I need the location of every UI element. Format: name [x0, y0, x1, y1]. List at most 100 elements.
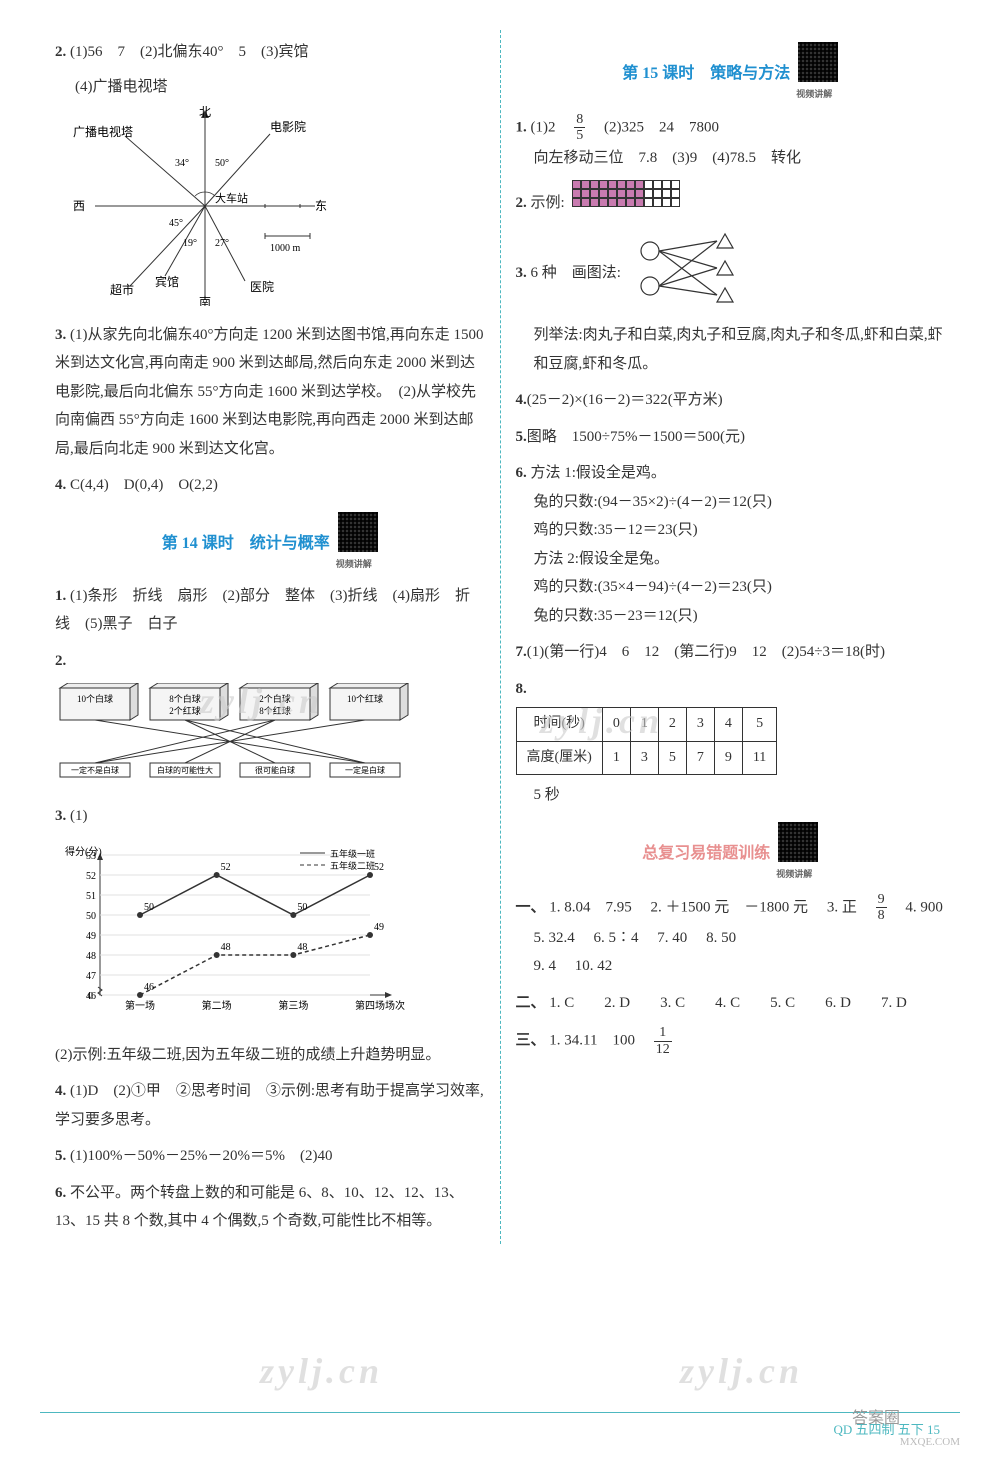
svg-text:一定是白球: 一定是白球 [345, 765, 385, 775]
l15q1-num: 1. [516, 119, 527, 135]
watermark: zylj.cn [680, 1350, 803, 1392]
l14q4-text: (1)D (2)①甲 ②思考时间 ③示例:思考有助于提高学习效率,学习要多思考。 [55, 1083, 484, 1128]
compass-movie: 电影院 [270, 120, 306, 134]
sec1: 一、 1. 8.04 7.95 2. ＋1500 元 －1800 元 3. 正 … [516, 892, 946, 981]
svg-text:49: 49 [86, 931, 96, 942]
l15q2-label: 示例: [531, 195, 565, 211]
compass-n: 北 [199, 106, 211, 119]
svg-text:48: 48 [221, 942, 231, 953]
answer-mark: 答案圈 [852, 1404, 900, 1428]
svg-text:很可能白球: 很可能白球 [255, 765, 295, 775]
qr-label: 视频讲解 [330, 557, 378, 570]
svg-text:50: 50 [144, 902, 154, 913]
svg-text:白球的可能性大: 白球的可能性大 [157, 765, 213, 775]
compass-hotel: 宾馆 [155, 274, 179, 289]
svg-text:第二场: 第二场 [202, 999, 232, 1012]
l15q3: 3. 6 种 画图法: [516, 226, 946, 379]
q3-text: (1)从家先向北偏东40°方向走 1200 米到达图书馆,再向东走 1500 米… [55, 327, 484, 457]
q2-p4-label: (4)广播电视塔 [75, 79, 168, 95]
svg-text:52: 52 [221, 862, 231, 873]
svg-text:五年级二班: 五年级二班 [330, 860, 375, 871]
compass-scale: 1000 m [270, 243, 301, 254]
q2-num: 2. [55, 44, 66, 60]
lesson14-title-text: 第 14 课时 统计与概率 [162, 529, 330, 553]
svg-text:47: 47 [86, 971, 96, 982]
l14q3-chart: 4647484950515253第一场第二场第三场第四场场次得分(分)50525… [55, 840, 415, 1020]
l15q4: 4.(25－2)×(16－2)＝322(平方米) [516, 386, 946, 415]
qr-icon [338, 512, 378, 552]
l15q1: 1. (1)2 85 (2)325 24 7800 向左移动三位 7.8 (3)… [516, 112, 946, 172]
svg-text:52: 52 [86, 871, 96, 882]
svg-text:50: 50 [297, 902, 307, 913]
l15q3-graph [625, 226, 755, 311]
qr-icon [798, 42, 838, 82]
l15q1-frac: 85 [574, 112, 585, 144]
q3-num: 3. [55, 327, 66, 343]
l14q5-text: (1)100%－50%－25%－20%＝5% (2)40 [70, 1148, 332, 1164]
sec3: 三、 1. 34.11 100 112 [516, 1025, 946, 1057]
l15q3-listing: 列举法:肉丸子和白菜,肉丸子和豆腐,肉丸子和冬瓜,虾和白菜,虾和豆腐,虾和冬瓜。 [534, 321, 946, 378]
svg-text:2个白球: 2个白球 [259, 693, 291, 704]
l14q6-text: 不公平。两个转盘上数的和可能是 6、8、10、12、12、13、13、15 共 … [55, 1185, 464, 1230]
q3: 3. (1)从家先向北偏东40°方向走 1200 米到达图书馆,再向东走 150… [55, 321, 485, 464]
compass-w: 西 [73, 199, 85, 213]
l15q1-p2: 向左移动三位 7.8 (3)9 (4)78.5 转化 [534, 144, 946, 173]
divider [40, 1412, 960, 1413]
q4: 4. C(4,4) D(0,4) O(2,2) [55, 471, 485, 500]
qr-icon [778, 822, 818, 862]
q4-num: 4. [55, 477, 66, 493]
svg-text:第三场: 第三场 [278, 999, 308, 1012]
l15q7: 7.(1)(第一行)4 6 12 (第二行)9 12 (2)54÷3＝18(时) [516, 638, 946, 667]
l14q5-num: 5. [55, 1148, 66, 1164]
compass-hospital: 医院 [250, 280, 274, 294]
l15q1-b: (2)325 24 7800 [589, 119, 719, 135]
sec2: 二、 1. C 2. D 3. C 4. C 5. C 6. D 7. D [516, 989, 946, 1018]
compass-a34: 34° [175, 158, 189, 169]
l15q2-grid [572, 180, 680, 207]
svg-text:2个红球: 2个红球 [169, 705, 201, 716]
svg-text:第四场: 第四场 [355, 999, 385, 1012]
l14q4: 4. (1)D (2)①甲 ②思考时间 ③示例:思考有助于提高学习效率,学习要多… [55, 1077, 485, 1134]
compass-tower: 广播电视塔 [73, 124, 133, 139]
svg-text:10个红球: 10个红球 [347, 693, 383, 704]
footer-mark: MXQE.COM [900, 1436, 960, 1448]
svg-text:46: 46 [144, 982, 154, 993]
l14q6-num: 6. [55, 1185, 66, 1201]
compass-a27: 27° [215, 238, 229, 249]
svg-text:五年级一班: 五年级一班 [330, 848, 375, 859]
watermark: zylj.cn [260, 1350, 383, 1392]
compass-a50: 50° [215, 158, 229, 169]
lesson-err-title: 总复习易错题训练 视频讲解 [516, 822, 946, 880]
lesson15-title: 第 15 课时 策略与方法 视频讲解 [516, 42, 946, 100]
l14q2: 2. 10个白球8个白球2个红球2个白球8个红球10个红球 一定不是白球白球的可… [55, 647, 485, 794]
l15q2: 2. 示例: [516, 180, 946, 218]
compass-station: 大车站 [215, 191, 248, 205]
l14q4-num: 4. [55, 1083, 66, 1099]
lesson15-title-text: 第 15 课时 策略与方法 [622, 59, 790, 83]
svg-text:50: 50 [86, 911, 96, 922]
l15q8: 8. 时间(秒)012345高度(厘米)1357911 5 秒 [516, 675, 946, 810]
svg-text:得分(分): 得分(分) [65, 846, 102, 858]
q2-text: (1)56 7 (2)北偏东40° 5 (3)宾馆 [70, 44, 308, 60]
svg-text:10个白球: 10个白球 [77, 693, 113, 704]
l15q3-num: 3. [516, 265, 527, 281]
l15q8-table: 时间(秒)012345高度(厘米)1357911 [516, 707, 778, 775]
qr-label: 视频讲解 [790, 87, 838, 100]
compass-a45: 45° [169, 218, 183, 229]
q4-text: C(4,4) D(0,4) O(2,2) [70, 477, 218, 493]
svg-text:第一场: 第一场 [125, 999, 155, 1012]
l14q1: 1. (1)条形 折线 扇形 (2)部分 整体 (3)折线 (4)扇形 折线 (… [55, 582, 485, 639]
svg-text:48: 48 [86, 951, 96, 962]
q2: 2. (1)56 7 (2)北偏东40° 5 (3)宾馆 [55, 38, 485, 67]
lesson-err-text: 总复习易错题训练 [642, 839, 770, 863]
svg-text:8个白球: 8个白球 [169, 693, 201, 704]
q2-p4: (4)广播电视塔 [75, 75, 485, 96]
l14q5: 5. (1)100%－50%－25%－20%＝5% (2)40 [55, 1142, 485, 1171]
sec1-frac: 98 [876, 892, 887, 924]
svg-text:场次: 场次 [385, 999, 405, 1012]
l15q1-a: (1)2 [531, 119, 571, 135]
l15q6: 6. 方法 1:假设全是鸡。 兔的只数:(94－35×2)÷(4－2)＝12(只… [516, 459, 946, 630]
svg-text:52: 52 [374, 862, 384, 873]
l14q3-p1: (1) [70, 808, 88, 824]
l14q2-diagram: 10个白球8个白球2个红球2个白球8个红球10个红球 一定不是白球白球的可能性大… [55, 683, 415, 783]
